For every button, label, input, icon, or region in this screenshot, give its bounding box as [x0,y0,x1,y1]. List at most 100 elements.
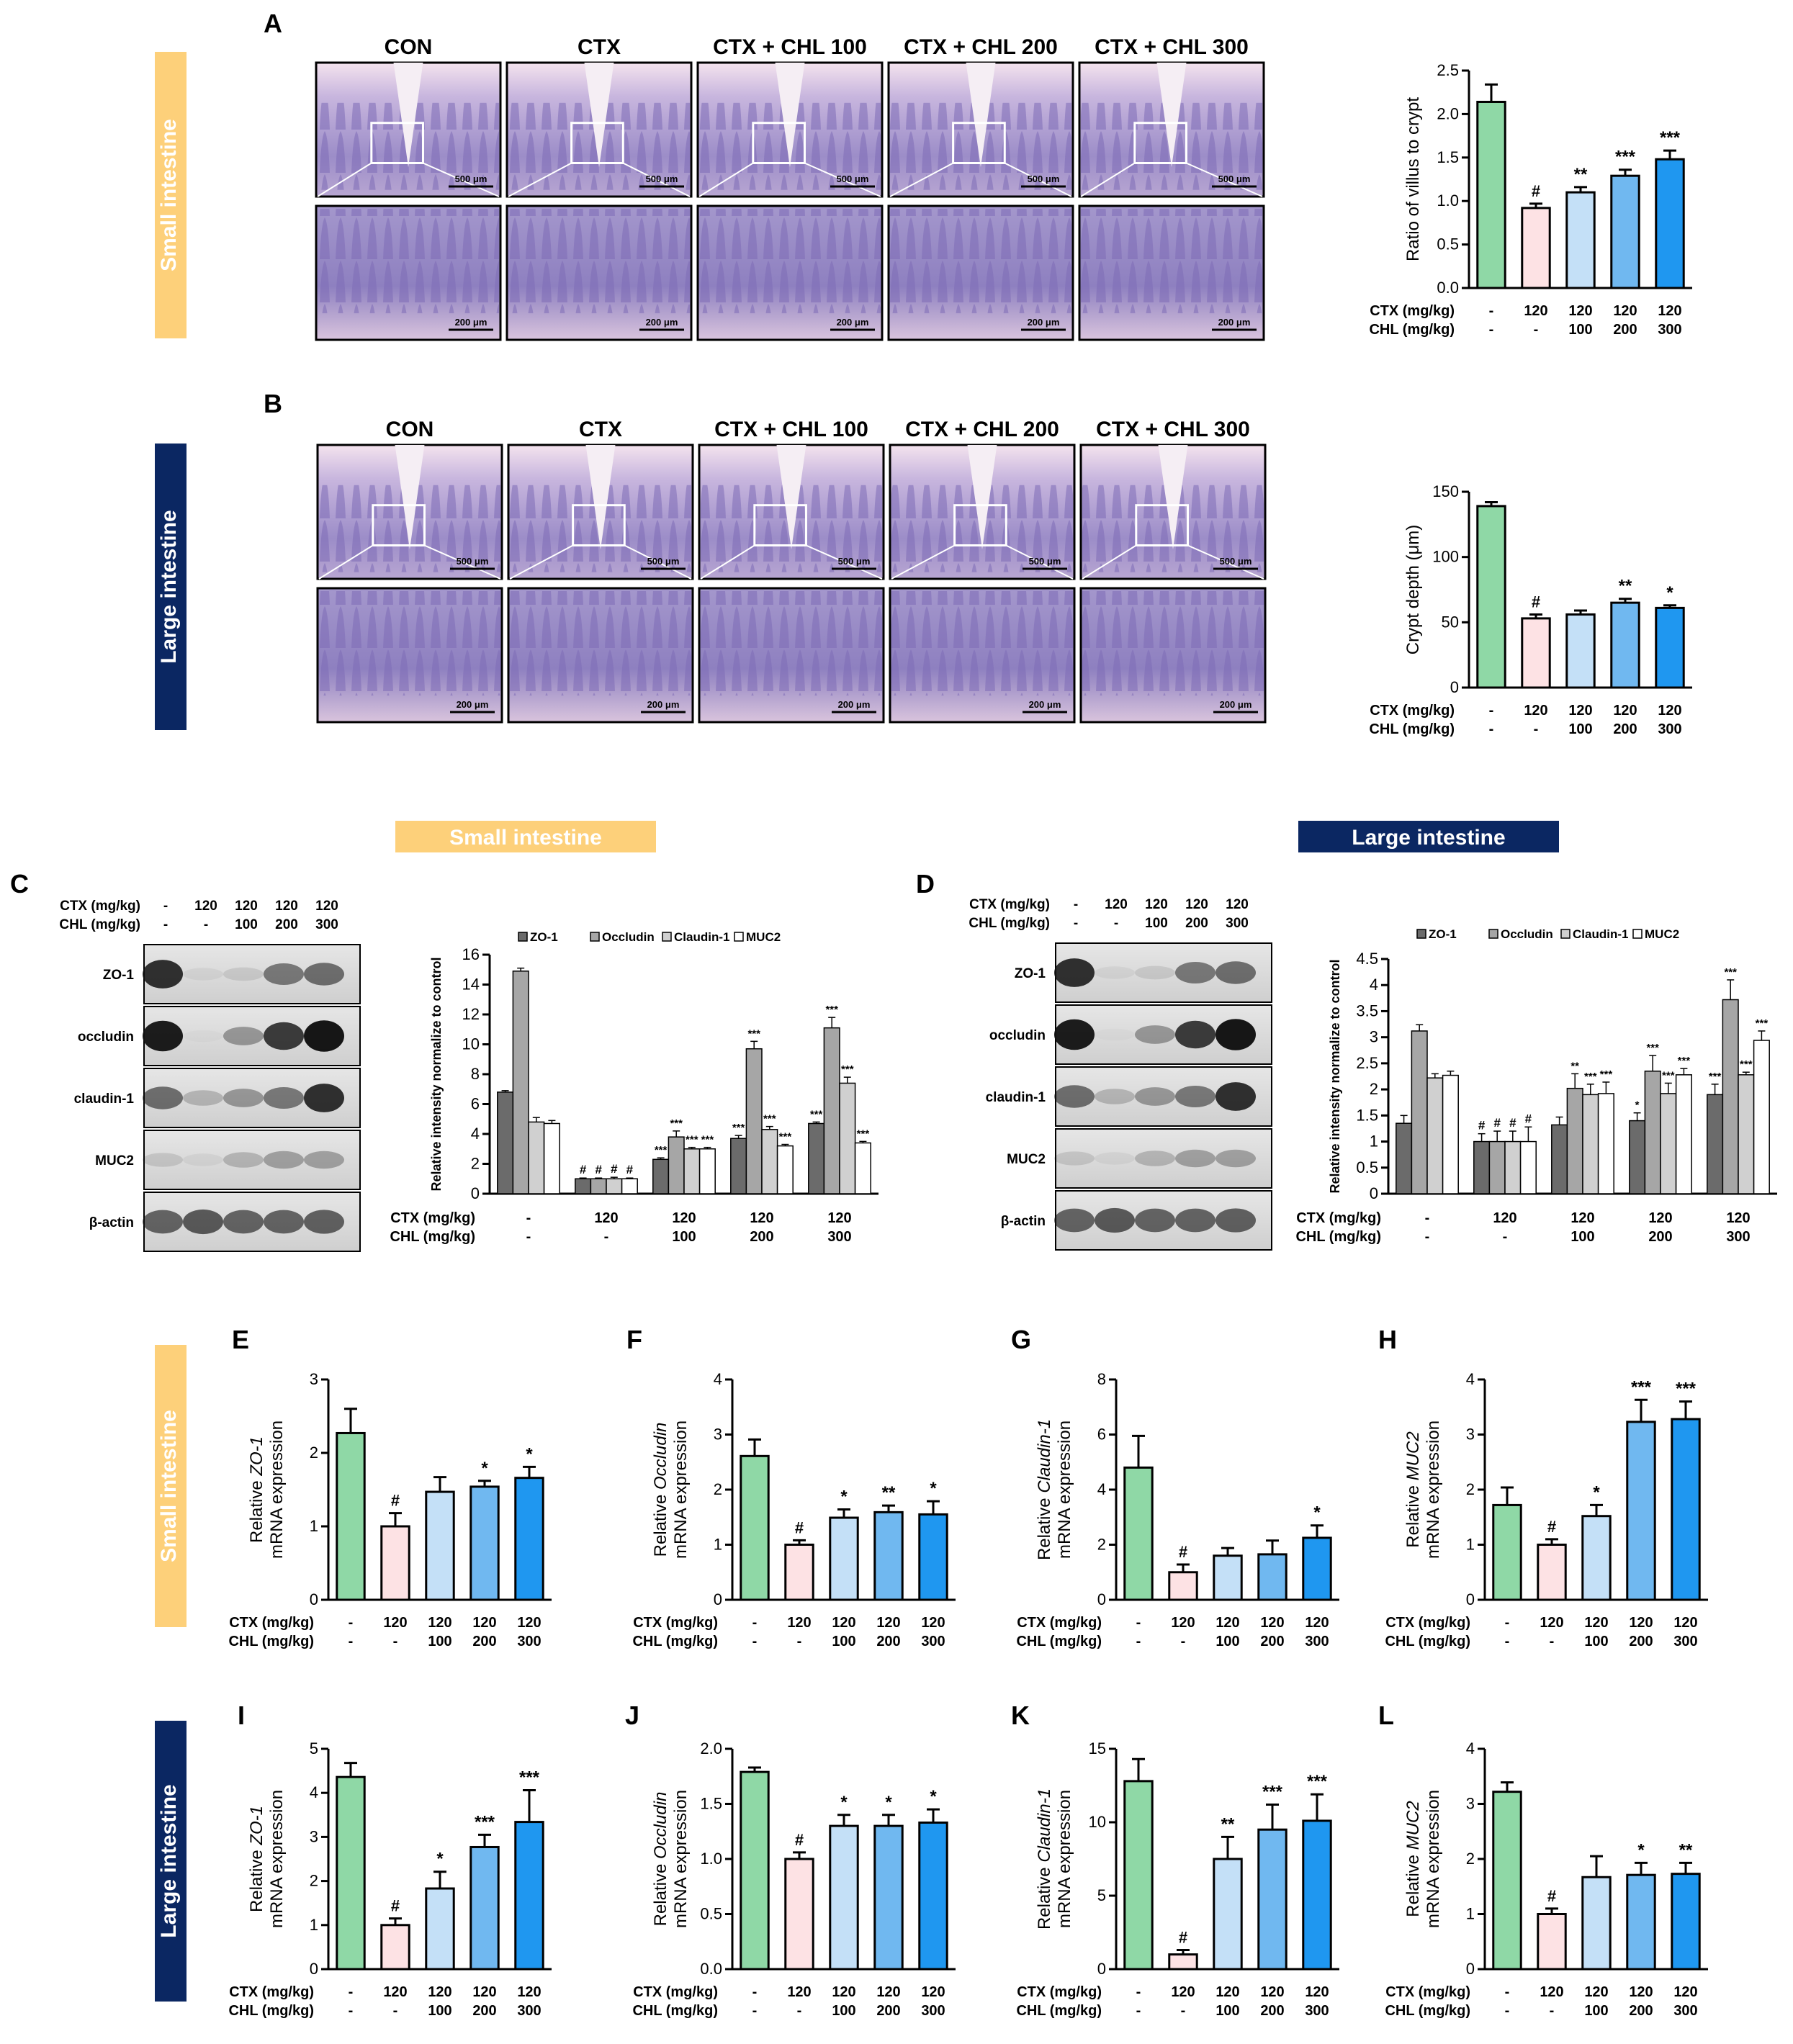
legend-label: MUC2 [1645,927,1679,941]
zoom-box [570,122,624,164]
significance-marker: *** [686,1134,698,1146]
histology-villi-bottom [318,209,499,314]
panel-letter-d: D [916,869,935,899]
chl-dose-label: 200 [876,2003,900,2019]
ctx-dose-label: 120 [787,1615,811,1631]
y-tick-label: 1.0 [1437,192,1459,210]
legend-label: ZO-1 [530,930,558,944]
y-tick-label: 4.5 [1356,950,1378,968]
blot-band [223,967,264,981]
histology-lumen [1156,63,1187,168]
chl-dose-label: 300 [1673,2003,1697,2019]
ctx-dose-label: 120 [1260,1984,1284,2000]
blot-ctx-label: CTX (mg/kg) [969,897,1050,912]
legend-swatch [734,932,744,942]
bar-muc2 [621,1178,638,1194]
large-intestine-banner-b: Large intestine [155,444,187,730]
small-intestine-banner-a-label: Small intestine [157,119,181,271]
significance-marker: *** [670,1117,683,1130]
y-label-gene: Occludin [651,1792,670,1859]
blot-band [1215,1149,1256,1168]
bar-occludin [823,1027,840,1194]
significance-marker: * [436,1850,444,1869]
blot-ctx-dose: - [1074,897,1078,912]
chl-dose-label: 200 [876,1634,900,1649]
scale-label-bottom: 200 μm [646,317,678,328]
y-axis-label: Relative intensity normalize to control [1328,959,1342,1193]
bar-1 [740,1770,770,1971]
y-tick-label: 2.5 [1356,1054,1378,1072]
blot-band [1135,1208,1175,1233]
chart-D: 00.511.522.533.544.5# # # #***** ***********… [1295,927,1777,1245]
blot-chl-dose: 100 [1145,916,1168,931]
y-tick-label: 1.5 [700,1795,722,1813]
chl-dose-label: - [1489,721,1494,737]
ctx-dose-label: 120 [827,1210,851,1226]
blot-ctx-dose: 120 [315,899,338,914]
blot-band [1175,1208,1215,1233]
significance-marker: *** [841,1063,854,1076]
scale-label-top: 500 μm [1218,174,1251,184]
blot-chl-dose: - [1114,916,1118,931]
scale-label-top: 500 μm [1028,174,1060,184]
significance-marker: ** [1221,1814,1235,1834]
y-tick-label: 0 [310,1590,318,1608]
bar-zo-1 [1629,1120,1646,1194]
significance-marker: *** [1660,128,1681,148]
histology-villi-bottom [699,209,881,314]
blot-band [1135,1025,1175,1044]
ctx-dose-label: 120 [1524,303,1547,319]
significance-marker: * [840,1487,848,1507]
chl-dose-label: 300 [517,1634,541,1649]
blot-ctx-dose: 120 [235,899,258,914]
significance-marker: *** [779,1131,792,1143]
panel-letter-c: C [10,869,29,899]
y-label-prefix: Relative [1035,1863,1054,1930]
blot-band [1135,1151,1175,1166]
histology-lumen [584,63,614,168]
blot-band [1095,1089,1135,1104]
bar-5 [514,1477,544,1601]
ctx-dose-label: 120 [1584,1615,1608,1631]
chl-dose-label: 100 [832,1634,855,1649]
histology-villi-bottom [701,591,882,696]
significance-marker: # [1525,1112,1532,1125]
zoom-box [370,122,424,164]
y-label-gene: MUC2 [1403,1801,1423,1850]
y-tick-label: 0 [1097,1960,1106,1978]
chart-E: 0 1 2 3 # * * Relative ZO-1 mRNA expression CTX (… [228,1370,552,1649]
bar-4 [873,1824,904,1971]
blot-chl-dose: 300 [315,917,338,932]
blot-band [304,963,344,986]
y-axis-label-line2: mRNA expression [1424,1790,1443,1928]
y-label-gene: Claudin-1 [1035,1788,1054,1863]
ctx-dose-label: 120 [383,1984,407,2000]
bar-claudin-1 [683,1148,701,1194]
bar-3 [1565,191,1596,289]
significance-marker: *** [1678,1055,1691,1067]
zoom-line [891,544,956,580]
scale-label-top: 500 μm [838,556,871,567]
y-tick-label: 4 [1466,1739,1475,1757]
ctx-dose-label: 120 [1658,703,1681,719]
y-label-prefix: Relative [247,1845,266,1912]
y-tick-label: 1.0 [700,1850,722,1868]
ctx-dose-label: 120 [1584,1984,1608,2000]
blot-row [143,1130,361,1190]
y-tick-label: 12 [462,1005,480,1023]
ctx-dose-label: 120 [428,1615,451,1631]
scale-label-bottom: 200 μm [1218,317,1251,328]
bar-3 [425,1887,455,1971]
y-tick-label: 4 [310,1783,318,1801]
blot-chl-dose: - [204,917,208,932]
scale-label-top: 500 μm [647,556,680,567]
chl-dose-label: 100 [1568,721,1592,737]
y-tick-label: 2 [1097,1536,1106,1554]
y-tick-label: 2 [310,1872,318,1890]
significance-marker: * [481,1459,488,1478]
significance-marker: ** [1679,1840,1693,1860]
bar-3 [829,1824,859,1971]
y-tick-label: 1 [1466,1536,1475,1554]
